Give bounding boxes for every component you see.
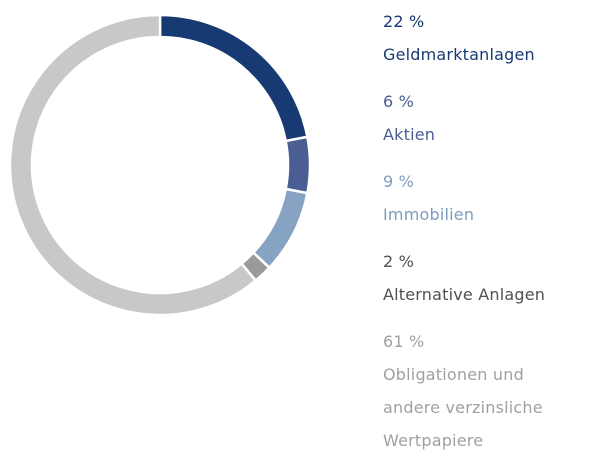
legend-value: 61 % [383, 332, 425, 351]
donut-segment [8, 13, 258, 317]
donut-segment [158, 13, 309, 143]
legend-item: 22 % Geldmarktanlagen [383, 5, 583, 71]
legend-label: Geldmarktanlagen [383, 45, 535, 64]
legend-item: 6 % Aktien [383, 85, 583, 151]
page: 22 % Geldmarktanlagen 6 % Aktien 9 % Immobili… [8, 12, 545, 450]
legend-value: 6 % [383, 92, 415, 111]
legend-label: Immobilien [383, 205, 475, 224]
legend-item: 9 % Immobilien [383, 165, 583, 231]
donut-chart [8, 13, 312, 317]
legend: 22 % Geldmarktanlagen 6 % Aktien 9 % Immobili… [383, 5, 583, 471]
legend-label: Alternative Anlagen [383, 285, 546, 304]
legend-value: 9 % [383, 172, 415, 191]
donut-segment [284, 135, 312, 195]
legend-item: 61 % Obligationen und andere verzinsliche… [383, 325, 583, 457]
legend-label: Obligationen und andere verzinsliche Wer… [383, 365, 543, 450]
legend-item: 2 % Alternative Anlagen [383, 245, 583, 311]
donut-segment [251, 187, 309, 270]
legend-value: 2 % [383, 252, 415, 271]
legend-value: 22 % [383, 12, 425, 31]
legend-label: Aktien [383, 125, 436, 144]
